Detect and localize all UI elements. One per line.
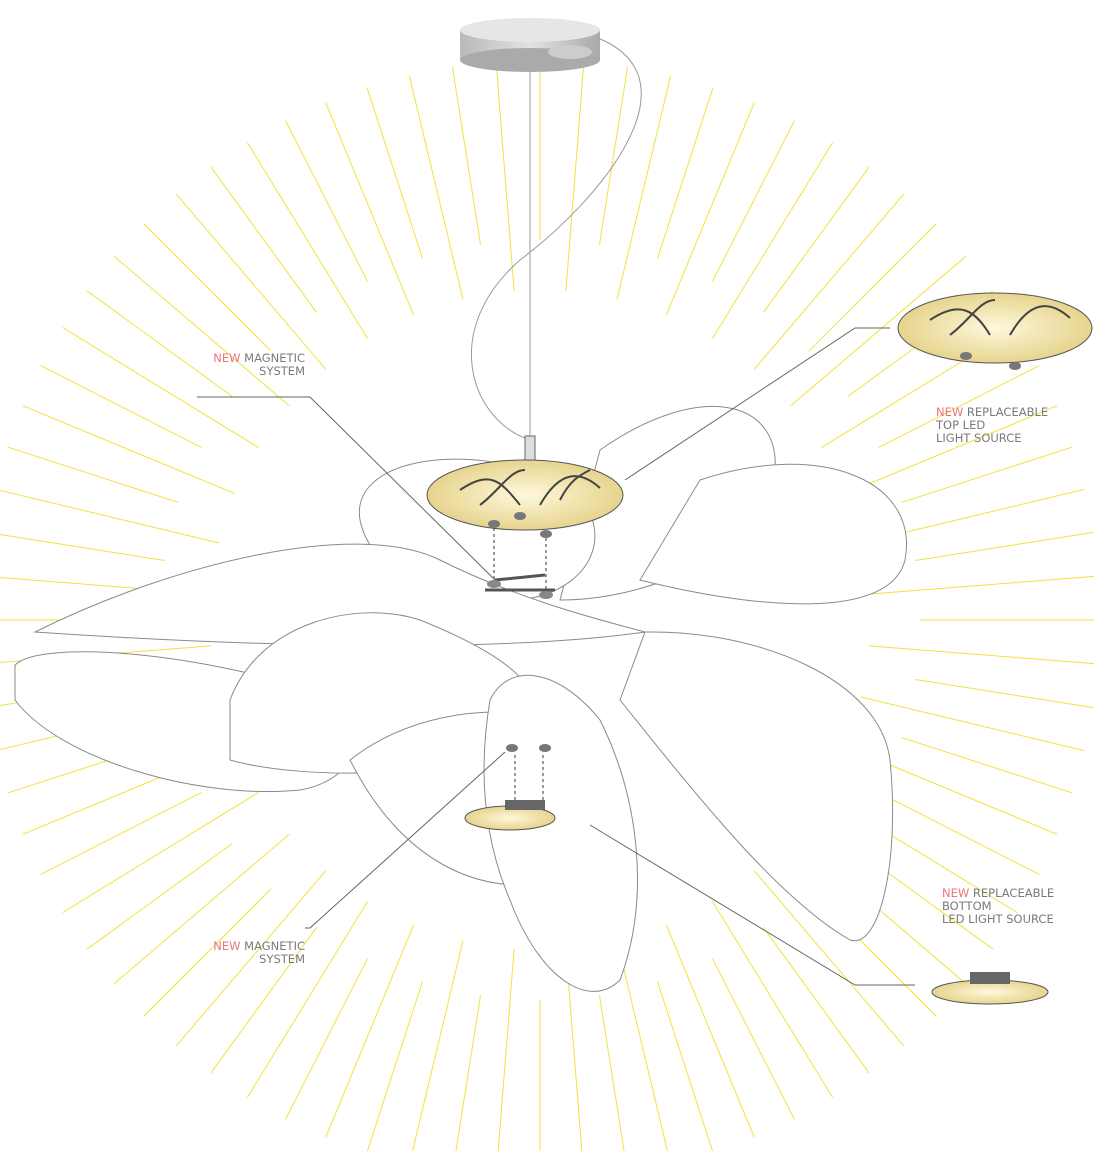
- ray: [114, 256, 289, 405]
- new-tag: NEW: [213, 351, 240, 365]
- callout-text: LED LIGHT SOURCE: [942, 912, 1054, 926]
- top-led-detail: [898, 293, 1092, 370]
- ray: [41, 793, 201, 875]
- ray: [763, 167, 869, 313]
- ray: [326, 103, 414, 315]
- callout-text: NEW MAGNETIC: [213, 351, 305, 365]
- ray: [286, 121, 368, 281]
- ray: [211, 167, 317, 313]
- callout-text: SYSTEM: [259, 364, 305, 378]
- ray: [666, 925, 754, 1137]
- new-tag: NEW: [936, 405, 963, 419]
- ray: [496, 949, 514, 1151]
- ray: [657, 981, 713, 1151]
- callout-line: LED LIGHT SOURCE: [942, 912, 1054, 926]
- ray: [0, 489, 219, 543]
- ray: [869, 646, 1094, 664]
- ray: [566, 62, 584, 291]
- ray: [63, 327, 259, 447]
- ray: [367, 87, 423, 258]
- ray: [247, 143, 367, 339]
- ray: [861, 697, 1085, 751]
- ray: [666, 103, 754, 315]
- ray: [599, 67, 627, 245]
- ray: [713, 959, 795, 1119]
- callout-text: NEW MAGNETIC: [213, 939, 305, 953]
- ray: [617, 941, 671, 1151]
- ray: [915, 679, 1093, 707]
- ray: [176, 194, 325, 369]
- ray: [87, 291, 233, 397]
- callout-line: LIGHT SOURCE: [936, 431, 1022, 445]
- ray: [7, 447, 178, 503]
- callout-line: MAGNETIC: [244, 939, 305, 953]
- ray: [915, 532, 1093, 560]
- ray: [452, 67, 480, 245]
- ray: [869, 576, 1094, 594]
- ray: [712, 901, 832, 1097]
- ray: [617, 75, 671, 299]
- ray: [409, 941, 463, 1151]
- new-tag: NEW: [942, 886, 969, 900]
- ray: [409, 75, 463, 299]
- new-tag: NEW: [213, 939, 240, 953]
- canopy: [460, 18, 600, 72]
- ray: [452, 995, 480, 1151]
- ray: [247, 901, 367, 1097]
- ray: [901, 737, 1072, 793]
- ray: [754, 194, 903, 369]
- ray: [712, 143, 832, 339]
- ray: [87, 843, 233, 949]
- ray: [713, 121, 795, 281]
- ray: [326, 925, 414, 1137]
- ray: [901, 447, 1072, 503]
- callout-line: SYSTEM: [259, 364, 305, 378]
- diagram: NEW MAGNETICSYSTEMNEW REPLACEABLETOP LED…: [0, 0, 1094, 1151]
- ray: [599, 995, 627, 1151]
- ray: [367, 981, 423, 1151]
- callout-text: SYSTEM: [259, 952, 305, 966]
- callout-text: NEW REPLACEABLE: [942, 886, 1054, 900]
- callout-line: MAGNETIC: [244, 351, 305, 365]
- callout-text: LIGHT SOURCE: [936, 431, 1022, 445]
- callout-text: BOTTOM: [942, 899, 992, 913]
- ray: [23, 406, 235, 494]
- callout-line: TOP LED: [935, 418, 985, 432]
- ray: [286, 959, 368, 1119]
- ray: [496, 62, 514, 291]
- ray: [63, 792, 259, 912]
- ray: [879, 793, 1039, 875]
- callout-text: TOP LED: [935, 418, 985, 432]
- callout-line: REPLACEABLE: [967, 405, 1048, 419]
- ray: [657, 87, 713, 258]
- callout-text: NEW REPLACEABLE: [936, 405, 1048, 419]
- ray: [763, 927, 869, 1073]
- ray: [144, 224, 271, 351]
- callout-line: SYSTEM: [259, 952, 305, 966]
- bottom-led-detail: [932, 972, 1048, 1004]
- ray: [0, 532, 165, 560]
- callout-line: BOTTOM: [942, 899, 992, 913]
- ray: [41, 366, 201, 448]
- cable: [471, 38, 641, 440]
- page: NEW MAGNETICSYSTEMNEW REPLACEABLETOP LED…: [0, 0, 1094, 1151]
- callout-line: REPLACEABLE: [973, 886, 1054, 900]
